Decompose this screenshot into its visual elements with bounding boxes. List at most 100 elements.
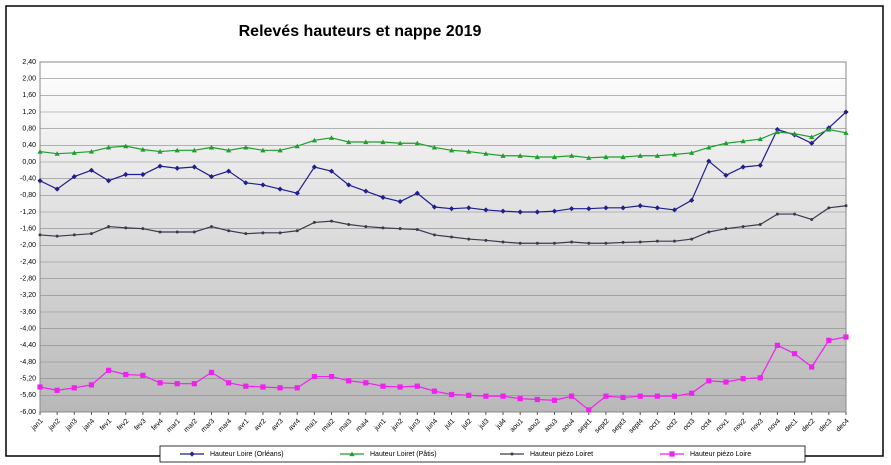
point <box>673 239 677 243</box>
point <box>157 148 163 154</box>
point <box>827 206 831 210</box>
point <box>603 154 609 160</box>
point <box>346 182 352 188</box>
point <box>791 131 798 136</box>
point <box>775 212 779 216</box>
point <box>569 393 575 399</box>
y-tick-label: 0,40 <box>22 142 36 149</box>
point <box>294 143 300 149</box>
point <box>466 148 472 154</box>
point <box>510 452 514 456</box>
y-tick-label: -6,00 <box>20 409 36 416</box>
point <box>534 396 540 403</box>
point <box>398 227 402 231</box>
point <box>414 383 420 389</box>
point <box>415 228 419 231</box>
point <box>535 241 539 245</box>
point <box>414 140 420 146</box>
point <box>774 342 781 348</box>
point <box>346 139 352 145</box>
series-line <box>39 336 847 411</box>
point <box>54 387 60 393</box>
point <box>620 394 626 401</box>
point <box>243 383 249 389</box>
point <box>758 223 762 226</box>
point <box>328 135 335 140</box>
y-tick-label: -4,80 <box>20 359 36 366</box>
point <box>208 173 215 180</box>
point <box>431 144 438 150</box>
point <box>380 194 386 201</box>
point <box>707 230 711 234</box>
point <box>669 451 675 457</box>
point <box>226 168 232 174</box>
point <box>105 367 112 373</box>
point <box>88 148 95 154</box>
y-tick-label: -2,40 <box>20 259 36 266</box>
point <box>621 240 625 244</box>
point <box>277 186 283 192</box>
point <box>689 390 695 396</box>
point <box>277 385 283 391</box>
point <box>723 140 729 146</box>
point <box>174 165 180 171</box>
point <box>654 393 660 399</box>
point <box>706 158 712 164</box>
point <box>757 375 763 381</box>
point <box>140 171 146 178</box>
point <box>123 143 129 149</box>
point <box>809 364 815 370</box>
point <box>191 381 197 387</box>
point <box>586 155 592 160</box>
point <box>552 241 556 245</box>
point <box>191 164 197 170</box>
y-tick-label: -3,60 <box>20 309 36 316</box>
point <box>72 233 76 237</box>
y-tick-label: -0,40 <box>20 176 36 183</box>
point <box>551 154 558 160</box>
point <box>450 235 454 239</box>
point <box>534 209 540 215</box>
point <box>311 164 317 170</box>
point <box>89 232 93 236</box>
point <box>140 146 146 152</box>
point <box>260 147 266 153</box>
point <box>826 126 832 132</box>
point <box>501 240 505 244</box>
point <box>88 382 95 388</box>
point <box>278 231 282 235</box>
point <box>603 205 609 211</box>
point <box>107 225 111 229</box>
point <box>363 380 369 386</box>
point <box>620 154 626 160</box>
legend-label: Hauteur piézo Loire <box>690 451 751 458</box>
point <box>37 384 43 390</box>
y-tick-label: -0,80 <box>20 192 36 199</box>
point <box>757 136 763 142</box>
point <box>226 147 232 153</box>
point <box>551 397 558 403</box>
point <box>243 144 249 150</box>
point <box>724 227 728 231</box>
point <box>587 241 591 245</box>
point <box>123 171 129 178</box>
point <box>809 134 815 140</box>
point <box>88 167 95 173</box>
point <box>740 164 746 170</box>
y-tick-label: -4,00 <box>20 326 36 333</box>
legend <box>159 445 806 463</box>
y-tick-label: 0,80 <box>22 126 36 133</box>
point <box>123 371 129 378</box>
point <box>638 240 642 244</box>
point <box>55 234 59 238</box>
point <box>191 147 197 153</box>
point <box>620 205 626 211</box>
y-tick-label: -1,60 <box>20 226 36 233</box>
point <box>517 396 523 402</box>
y-tick-label: 2,40 <box>22 59 36 66</box>
point <box>518 241 522 245</box>
point <box>432 233 436 237</box>
point <box>448 391 455 398</box>
point <box>500 393 506 399</box>
